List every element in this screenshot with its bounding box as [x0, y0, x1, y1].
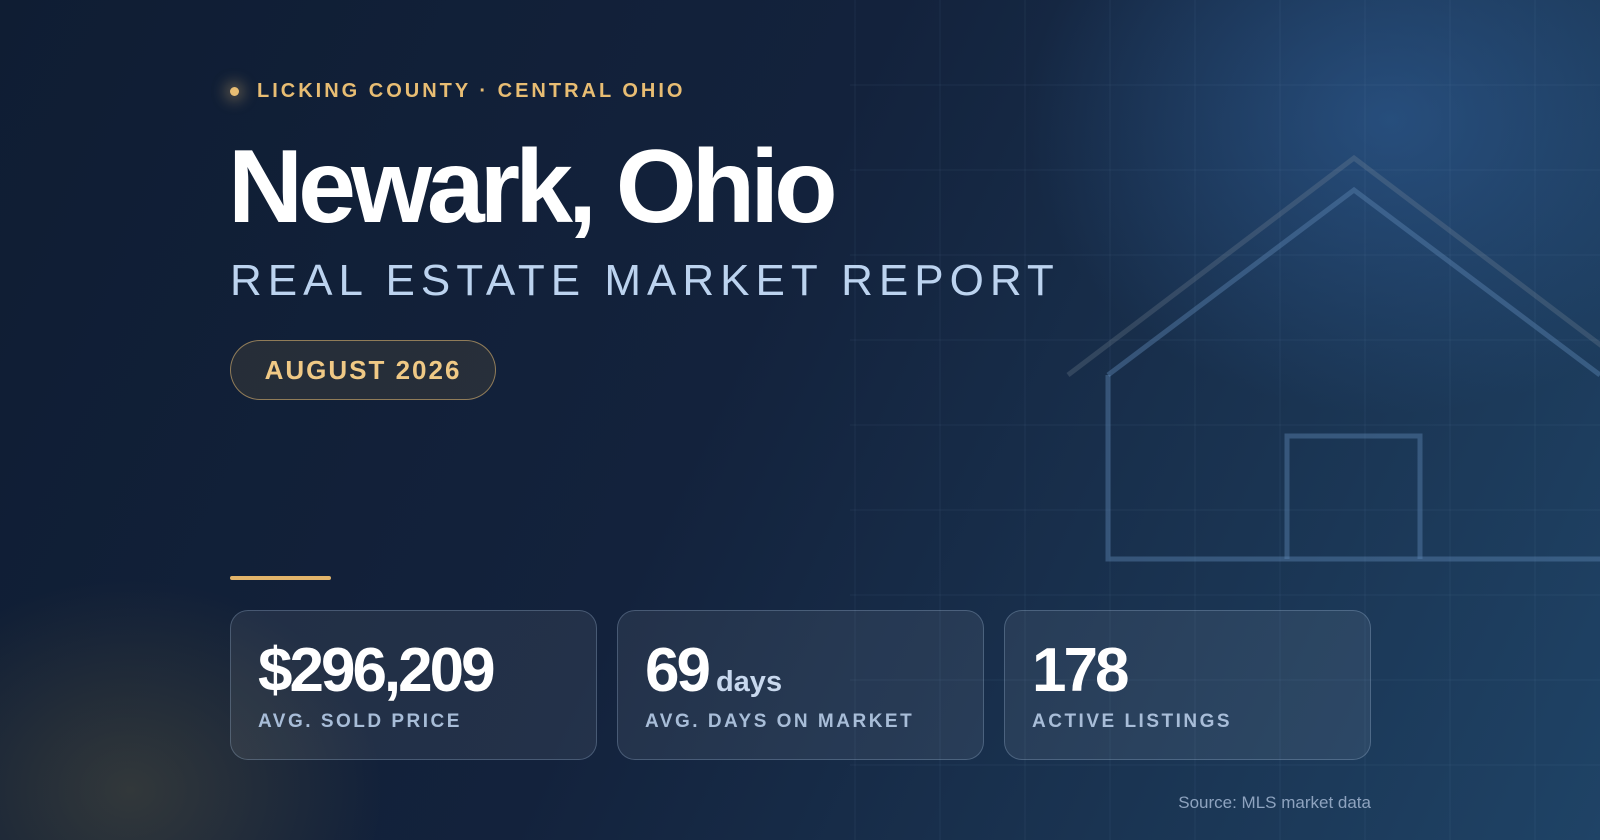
source-note: Source: MLS market data [1178, 793, 1371, 812]
house-outline [1066, 154, 1600, 562]
stat-label: AVG. DAYS ON MARKET [645, 711, 915, 732]
stat-value: 69 days [645, 635, 782, 706]
stat-value: $296,209 [258, 635, 496, 706]
stat-number: 69 [645, 636, 711, 705]
stat-card: 178 ACTIVE LISTINGS [1004, 610, 1371, 760]
stat-label: AVG. SOLD PRICE [258, 711, 462, 732]
stat-number: $296,209 [258, 636, 496, 705]
grid [850, 0, 1600, 840]
subtitle: REAL ESTATE MARKET REPORT [230, 256, 1060, 305]
stat-card: $296,209 AVG. SOLD PRICE [230, 610, 597, 760]
dot [230, 87, 239, 96]
title: Newark, Ohio [228, 129, 838, 245]
stat-unit: days [715, 666, 783, 698]
stat-number: 178 [1032, 636, 1129, 705]
stat-label: ACTIVE LISTINGS [1032, 711, 1233, 732]
accent-rule [230, 576, 331, 580]
eyebrow-text: LICKING COUNTY · CENTRAL OHIO [257, 80, 686, 102]
date-badge: AUGUST 2026 [230, 340, 496, 400]
stat-value: 178 [1032, 635, 1129, 706]
eyebrow: LICKING COUNTY · CENTRAL OHIO [230, 80, 685, 103]
stat-card: 69 days AVG. DAYS ON MARKET [617, 610, 984, 760]
